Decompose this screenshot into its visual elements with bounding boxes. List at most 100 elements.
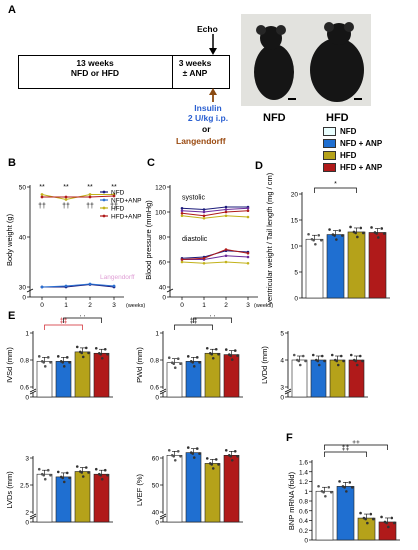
data-point xyxy=(40,193,44,196)
data-point xyxy=(224,214,228,218)
y-tick-label: 0 xyxy=(22,295,26,302)
axis-break-mark xyxy=(29,390,37,395)
y-tick-label: 4 xyxy=(280,358,284,365)
bar xyxy=(93,352,110,398)
data-point xyxy=(211,467,215,470)
y-tick-label: 0.6 xyxy=(299,508,308,515)
bar xyxy=(347,231,366,299)
panel-label-d: D xyxy=(255,160,263,172)
data-point xyxy=(301,354,305,358)
data-point xyxy=(100,356,104,360)
significance-label: †† xyxy=(86,203,94,210)
data-point xyxy=(99,473,103,477)
data-point xyxy=(210,463,214,466)
data-point xyxy=(375,232,378,235)
y-tick-label: 60 xyxy=(152,456,160,463)
series-line xyxy=(181,207,249,213)
data-point xyxy=(307,232,310,236)
y-tick-label: 40 xyxy=(159,285,167,292)
bar xyxy=(204,352,221,398)
legend-marker xyxy=(102,190,106,194)
data-point xyxy=(292,353,296,357)
data-point xyxy=(362,231,365,235)
data-point xyxy=(390,516,394,520)
data-point xyxy=(43,477,47,481)
series-line xyxy=(181,215,249,219)
data-point xyxy=(323,359,326,363)
bar xyxy=(305,238,324,299)
data-point xyxy=(106,473,109,477)
data-point xyxy=(335,238,338,241)
x-tick-label: 2 xyxy=(88,302,92,309)
y-tick-label: 1.6 xyxy=(299,460,308,467)
y-tick-label: 20 xyxy=(291,192,299,199)
y-tick-label: 80 xyxy=(159,235,167,242)
data-point xyxy=(224,254,228,258)
langendorff-label: Langendorff xyxy=(176,136,226,146)
y-tick-label: 40 xyxy=(152,510,160,517)
panel-label-f: F xyxy=(286,432,293,444)
legend-item: HFD xyxy=(323,149,418,161)
data-point xyxy=(198,452,201,455)
y-axis-label: PWd (mm) xyxy=(135,347,144,383)
endpoint-arrow xyxy=(209,88,217,102)
data-point xyxy=(333,234,336,237)
data-point xyxy=(366,521,369,525)
bar xyxy=(185,452,202,523)
data-point xyxy=(68,476,71,480)
data-point xyxy=(180,260,184,264)
y-tick-label: 0 xyxy=(25,395,29,402)
data-point xyxy=(202,261,206,265)
data-point xyxy=(179,455,182,458)
y-tick-label: 10 xyxy=(291,244,299,251)
y-tick-label: 2 xyxy=(25,510,29,517)
y-tick-label: 1.2 xyxy=(299,479,308,486)
data-point xyxy=(56,355,60,358)
data-point xyxy=(327,485,331,489)
series-line xyxy=(182,255,249,260)
data-point xyxy=(100,477,104,481)
data-point xyxy=(202,210,206,214)
chart-b-body-weight: 0 30 40 50 0 1 2 3 (weeks) Body weight (g) ** †† ** †… xyxy=(5,184,145,309)
data-point xyxy=(217,463,220,466)
y-tick-label: 0 xyxy=(280,395,284,402)
data-point xyxy=(335,359,339,363)
legend-label: NFD xyxy=(340,126,357,136)
y-axis-label: Left ventricular weight / Tail length (m… xyxy=(265,172,274,305)
data-point xyxy=(112,284,116,288)
x-tick-label: 2 xyxy=(224,302,228,309)
legend-label: NFD+ANP xyxy=(111,198,142,205)
significance-label: ** xyxy=(111,184,117,191)
x-tick-label: 0 xyxy=(40,302,44,309)
bar xyxy=(336,486,355,541)
data-point xyxy=(246,215,250,219)
diastolic-label: diastolic xyxy=(182,236,208,243)
data-point xyxy=(94,467,98,471)
series-line xyxy=(42,195,115,198)
significance-bracket xyxy=(193,317,232,323)
data-point xyxy=(37,467,41,471)
axis-break-mark xyxy=(159,388,167,393)
data-point xyxy=(64,284,68,288)
axis-break-mark xyxy=(29,515,37,520)
y-tick-label: 0.8 xyxy=(150,358,159,365)
data-point xyxy=(202,216,206,220)
data-point xyxy=(176,357,180,360)
significance-bracket xyxy=(44,324,83,330)
axis-break-gap xyxy=(160,514,166,518)
data-point xyxy=(224,260,228,264)
data-point xyxy=(167,449,171,452)
data-point xyxy=(304,359,307,363)
data-point xyxy=(75,465,79,468)
data-point xyxy=(40,195,44,199)
data-point xyxy=(338,480,341,483)
data-point xyxy=(349,353,353,357)
data-point xyxy=(297,359,301,363)
data-point xyxy=(214,347,218,351)
y-tick-label: 2.5 xyxy=(20,483,29,490)
y-tick-label: 0 xyxy=(304,538,308,545)
x-tick-label: 3 xyxy=(246,302,250,309)
data-point xyxy=(224,208,228,211)
significance-bracket xyxy=(324,451,367,457)
